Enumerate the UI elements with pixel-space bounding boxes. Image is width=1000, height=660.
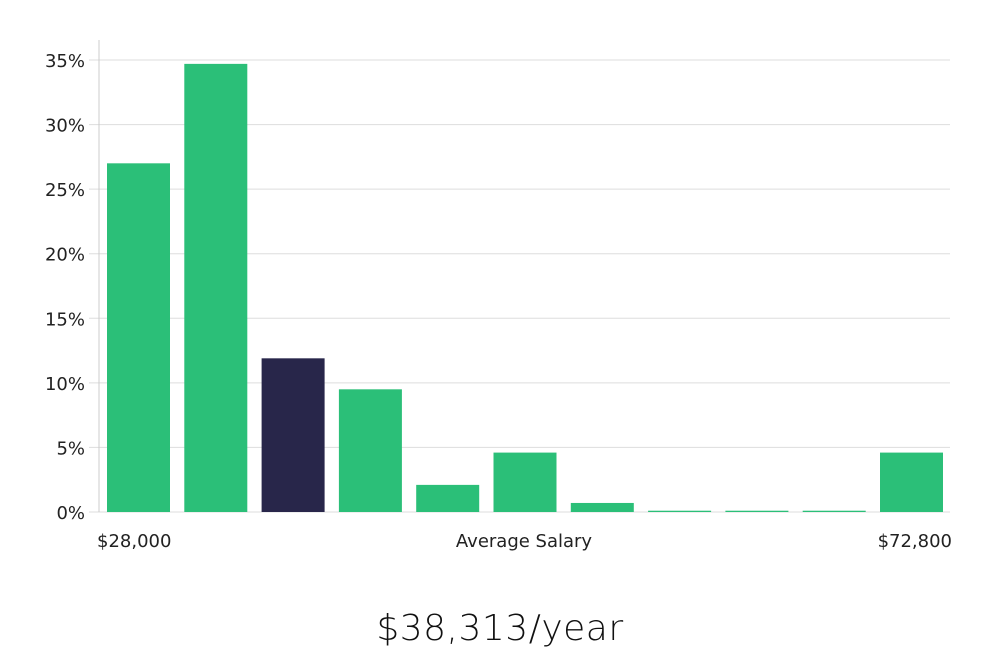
bar [107,163,170,513]
y-tick-label: 10% [45,374,85,395]
y-tick-label: 5% [56,438,85,459]
y-tick-label: 20% [45,245,85,266]
bar [880,452,943,512]
bar [493,452,557,512]
y-tick-label: 30% [45,116,85,137]
average-salary-headline: $38,313/year [376,608,624,649]
bar [184,63,248,512]
bar [338,389,402,512]
y-tick-label: 25% [45,180,85,201]
x-axis-min-label: $28,000 [97,531,171,552]
bar-highlighted [261,358,325,512]
bar [725,510,789,512]
y-tick-label: 0% [56,503,85,524]
bar [416,484,480,512]
x-axis-max-label: $72,800 [878,531,952,552]
bars [107,63,943,513]
bar [802,510,866,512]
x-axis-title: Average Salary [456,531,593,552]
bar [648,510,712,512]
y-tick-label: 35% [45,51,85,72]
y-axis-ticks: 0% 5% 10% 15% 20% 25% 30% 35% [45,51,85,524]
y-tick-label: 15% [45,309,85,330]
bar [570,502,634,512]
salary-histogram: 0% 5% 10% 15% 20% 25% 30% 35% $28,000 Average S… [45,40,952,552]
